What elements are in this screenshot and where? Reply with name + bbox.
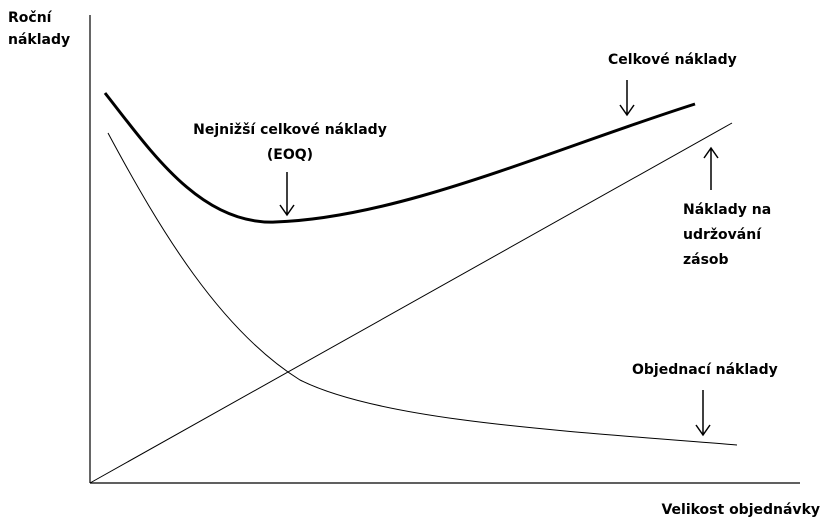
arrow <box>703 146 719 190</box>
annotation: Nejnižší celkové náklady <box>193 122 387 138</box>
annotation: udržování <box>683 227 762 243</box>
arrow <box>619 80 635 117</box>
annotation: zásob <box>683 252 729 268</box>
y-axis-label: náklady <box>8 32 70 48</box>
holding-cost-line <box>89 122 733 484</box>
y-axis-label: Roční <box>8 10 53 26</box>
annotation: Náklady na <box>683 202 771 218</box>
arrow <box>279 172 295 217</box>
annotation: Celkové náklady <box>608 52 737 68</box>
ordering-cost-curve <box>107 132 738 446</box>
annotation: Objednací náklady <box>632 362 778 378</box>
x-axis-label: Velikost objednávky <box>661 502 820 518</box>
arrow <box>695 390 711 437</box>
total-cost-curve <box>103 92 696 224</box>
annotation: (EOQ) <box>267 147 313 163</box>
